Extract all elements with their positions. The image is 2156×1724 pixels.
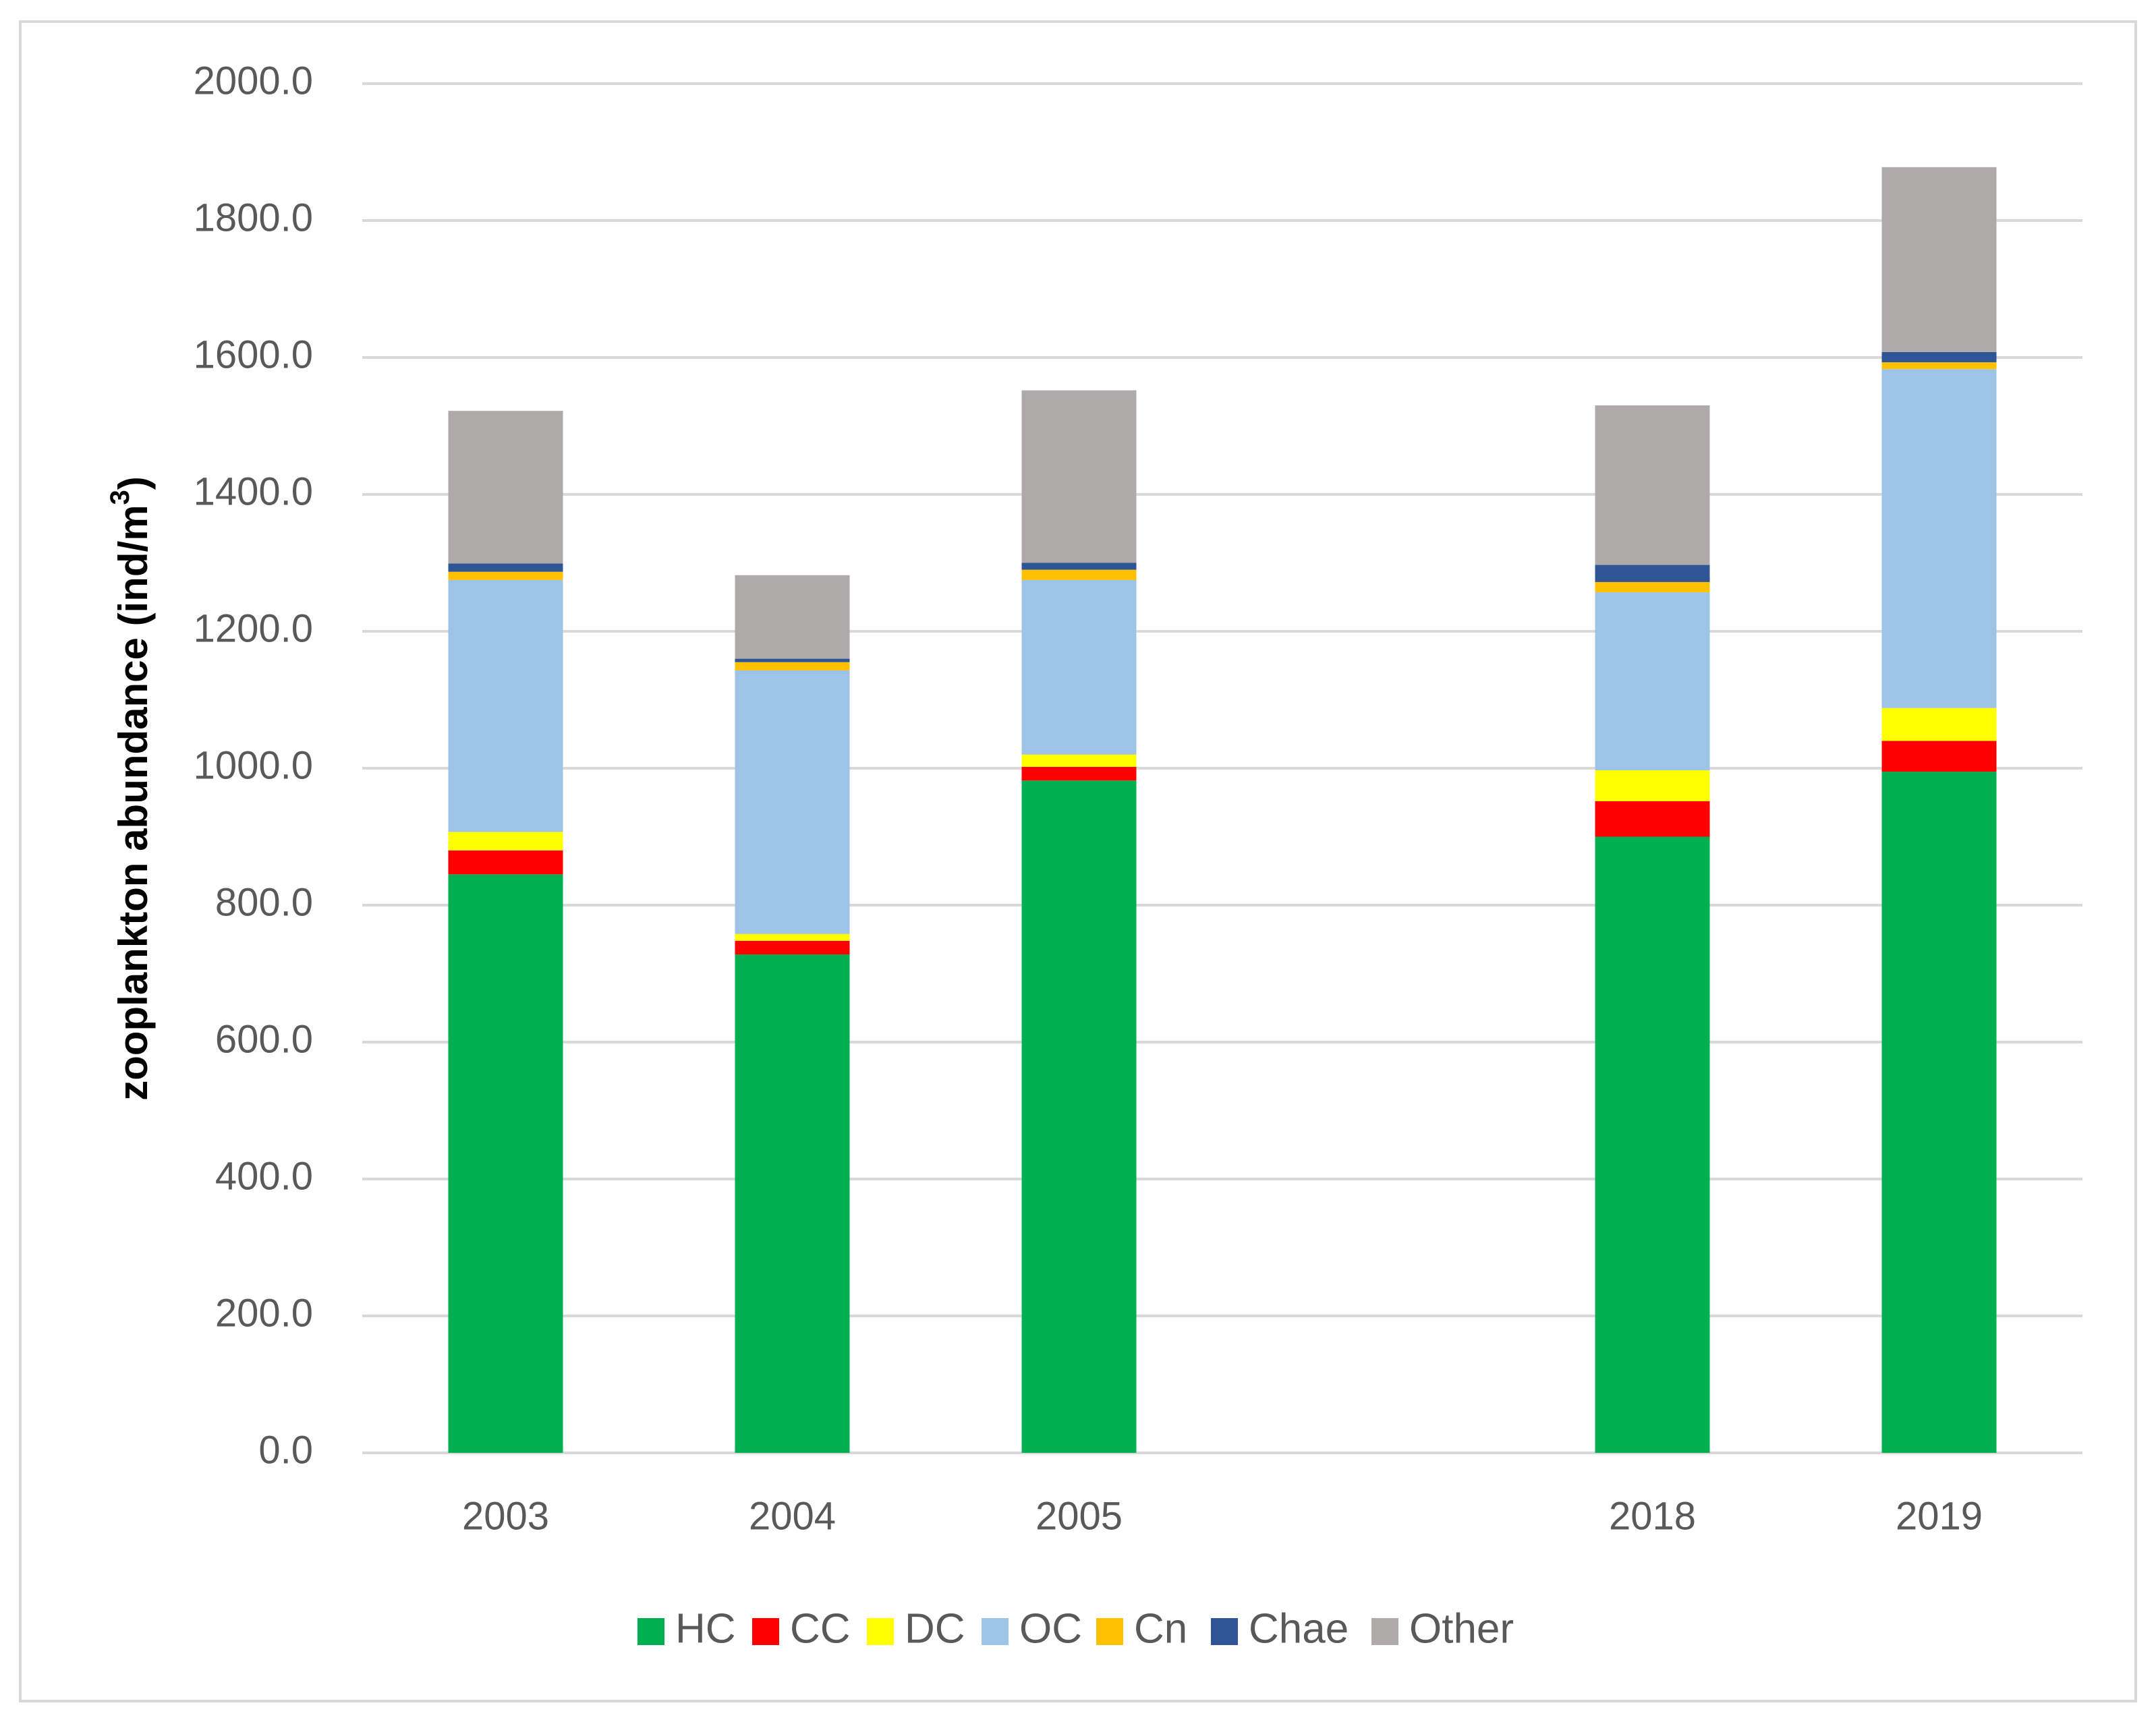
gridlines — [362, 82, 2082, 1454]
legend-label-oc: OC — [1019, 1605, 1082, 1652]
bar-segment-oc-2004 — [735, 670, 850, 934]
bar-segment-hc-2019 — [1881, 772, 1997, 1453]
legend-swatch-other — [1371, 1618, 1398, 1645]
bar-segment-chae-2019 — [1881, 351, 1997, 363]
bar-segment-chae-2005 — [1021, 563, 1137, 570]
y-tick-label: 0.0 — [258, 1428, 313, 1472]
bar-segment-other-2004 — [735, 575, 850, 659]
y-axis-title: zooplankton abundance (ind/m3) — [105, 476, 156, 1101]
bar-segment-dc-2005 — [1021, 754, 1137, 767]
y-axis-ticks: 0.0 200.0 400.0 600.0 800.0 1000.0 1200.0 1400.… — [194, 59, 313, 1472]
bar-segment-cn-2004 — [735, 662, 850, 670]
bar-segment-cc-2003 — [448, 850, 563, 875]
bar-segment-chae-2004 — [735, 658, 850, 662]
legend-label-chae: Chae — [1249, 1605, 1349, 1652]
bar-segment-hc-2005 — [1021, 780, 1137, 1453]
legend-swatch-dc — [867, 1618, 894, 1645]
legend-label-hc: HC — [675, 1605, 736, 1652]
legend: HC CC DC OC Cn Chae Other — [637, 1605, 1514, 1652]
bar-segment-hc-2003 — [448, 874, 563, 1453]
y-axis-title-text: zooplankton abundance (ind/m — [111, 505, 156, 1100]
bar-segment-cn-2005 — [1021, 569, 1137, 580]
legend-swatch-cn — [1096, 1618, 1123, 1645]
bar-segment-cc-2005 — [1021, 766, 1137, 781]
bar-segment-hc-2018 — [1595, 836, 1710, 1453]
y-tick-label: 1800.0 — [194, 196, 313, 239]
legend-swatch-oc — [982, 1618, 1009, 1645]
y-axis-title-suffix: ) — [111, 476, 156, 490]
bar-segment-other-2019 — [1881, 167, 1997, 352]
bar-segment-dc-2018 — [1595, 770, 1710, 801]
legend-swatch-chae — [1211, 1618, 1238, 1645]
bar-segment-cn-2018 — [1595, 581, 1710, 593]
bar-segment-chae-2003 — [448, 563, 563, 572]
y-tick-label: 1400.0 — [194, 469, 313, 513]
bar-segment-other-2005 — [1021, 390, 1137, 563]
bar-segment-other-2003 — [448, 411, 563, 564]
legend-label-other: Other — [1409, 1605, 1514, 1652]
bar-segment-oc-2005 — [1021, 579, 1137, 755]
y-tick-label: 800.0 — [215, 880, 313, 924]
legend-swatch-cc — [752, 1618, 779, 1645]
bar-segment-dc-2004 — [735, 933, 850, 941]
y-tick-label: 2000.0 — [194, 59, 313, 103]
legend-label-dc: DC — [905, 1605, 965, 1652]
bar-segment-dc-2019 — [1881, 708, 1997, 741]
y-tick-label: 600.0 — [215, 1017, 313, 1061]
bar-segment-cn-2019 — [1881, 362, 1997, 370]
y-tick-label: 1000.0 — [194, 743, 313, 787]
stacked-bar-chart: 0.0 200.0 400.0 600.0 800.0 1000.0 1200.0 1400.… — [105, 59, 2082, 1652]
x-axis-ticks: 2003 2004 2005 2018 2019 — [462, 1494, 1983, 1538]
x-tick-label: 2004 — [749, 1494, 836, 1538]
y-tick-label: 1600.0 — [194, 333, 313, 376]
x-tick-label: 2018 — [1609, 1494, 1696, 1538]
bar-segment-dc-2003 — [448, 832, 563, 851]
bar-segment-oc-2019 — [1881, 369, 1997, 708]
x-tick-label: 2005 — [1036, 1494, 1123, 1538]
bar-segment-oc-2018 — [1595, 592, 1710, 771]
bar-segment-cn-2003 — [448, 571, 563, 580]
y-tick-label: 1200.0 — [194, 606, 313, 650]
bar-segment-hc-2004 — [735, 954, 850, 1453]
y-tick-label: 400.0 — [215, 1154, 313, 1198]
legend-label-cc: CC — [790, 1605, 851, 1652]
y-axis-title-superscript: 3 — [105, 490, 135, 505]
x-tick-label: 2019 — [1896, 1494, 1983, 1538]
bar-segment-cc-2004 — [735, 940, 850, 955]
chart-frame: 0.0 200.0 400.0 600.0 800.0 1000.0 1200.0 1400.… — [19, 20, 2137, 1702]
bar-segment-oc-2003 — [448, 579, 563, 832]
x-tick-label: 2003 — [462, 1494, 549, 1538]
bar-segment-cc-2018 — [1595, 801, 1710, 837]
legend-label-cn: Cn — [1134, 1605, 1187, 1652]
bar-segment-cc-2019 — [1881, 741, 1997, 772]
legend-swatch-hc — [637, 1618, 664, 1645]
bar-segment-chae-2018 — [1595, 565, 1710, 582]
y-tick-label: 200.0 — [215, 1291, 313, 1335]
bars — [448, 167, 1997, 1453]
bar-segment-other-2018 — [1595, 405, 1710, 565]
